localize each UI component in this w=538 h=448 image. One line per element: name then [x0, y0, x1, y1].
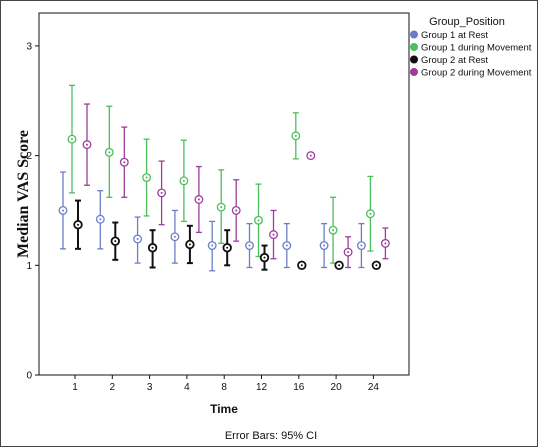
median-point-center: [272, 233, 275, 236]
data-marks: [58, 84, 390, 272]
median-point-center: [160, 191, 163, 194]
median-point-center: [323, 244, 326, 247]
x-axis-ticks: 1 2 3 4 8 12 16 20 24: [72, 375, 379, 393]
median-point-center: [86, 143, 88, 146]
x-axis-label: Time: [210, 402, 238, 416]
x-tick-label: 12: [256, 382, 268, 393]
median-point-center: [369, 212, 372, 215]
median-point-center: [309, 154, 312, 157]
x-tick-label: 8: [221, 382, 227, 393]
median-point-center: [71, 138, 73, 141]
x-tick-label: 4: [184, 382, 190, 393]
median-point-center: [136, 237, 139, 240]
median-point-center: [375, 264, 378, 267]
x-tick-label: 16: [293, 382, 305, 393]
legend: Group_Position Group 1 at Rest Group 1 du…: [410, 16, 532, 79]
median-point-center: [257, 219, 260, 222]
median-point-center: [197, 198, 200, 201]
x-tick-label: 2: [110, 382, 116, 393]
median-point-center: [384, 242, 387, 245]
y-axis-label: Median VAS Score: [15, 130, 32, 258]
median-point-center: [145, 176, 148, 179]
median-point-center: [285, 244, 288, 247]
median-point-center: [123, 161, 126, 164]
median-point-center: [99, 218, 102, 221]
median-point-center: [332, 229, 335, 232]
median-point-center: [114, 240, 117, 243]
median-point-center: [182, 179, 185, 182]
x-tick-label: 24: [368, 382, 380, 393]
median-point-center: [173, 235, 176, 238]
median-point-center: [211, 244, 214, 247]
median-point-center: [151, 246, 154, 249]
plot-area: [38, 12, 410, 376]
median-point-center: [220, 206, 223, 209]
legend-label: Group 1 at Rest: [421, 30, 488, 41]
x-tick-label: 20: [331, 382, 343, 393]
legend-swatch: [410, 55, 418, 64]
legend-label: Group 2 during Movement: [421, 68, 532, 79]
median-point-center: [360, 244, 363, 247]
legend-title: Group_Position: [429, 16, 505, 28]
median-point-center: [188, 243, 191, 246]
legend-label: Group 2 at Rest: [421, 55, 488, 66]
median-point-center: [338, 264, 341, 267]
median-point-center: [235, 209, 238, 212]
x-tick-label: 1: [72, 382, 78, 393]
legend-swatch: [410, 30, 418, 39]
legend-swatch: [410, 68, 418, 76]
median-point-center: [226, 246, 229, 249]
median-point-center: [108, 151, 111, 154]
y-tick-label: 3: [26, 41, 32, 52]
median-point-center: [248, 244, 251, 247]
median-point-center: [300, 264, 303, 267]
median-point-center: [62, 209, 64, 212]
median-point-center: [263, 256, 266, 259]
legend-swatch: [410, 43, 418, 51]
median-point-center: [77, 223, 79, 226]
legend-label: Group 1 during Movement: [421, 43, 532, 54]
x-tick-label: 3: [147, 382, 153, 393]
median-point-center: [294, 134, 297, 137]
median-point-center: [347, 251, 350, 254]
y-tick-label: 1: [26, 261, 32, 272]
error-bars-footnote: Error Bars: 95% CI: [225, 430, 317, 442]
y-tick-label: 0: [26, 371, 32, 382]
y-axis-ticks: 0 1 2 3: [26, 41, 39, 382]
y-tick-label: 2: [26, 151, 32, 162]
